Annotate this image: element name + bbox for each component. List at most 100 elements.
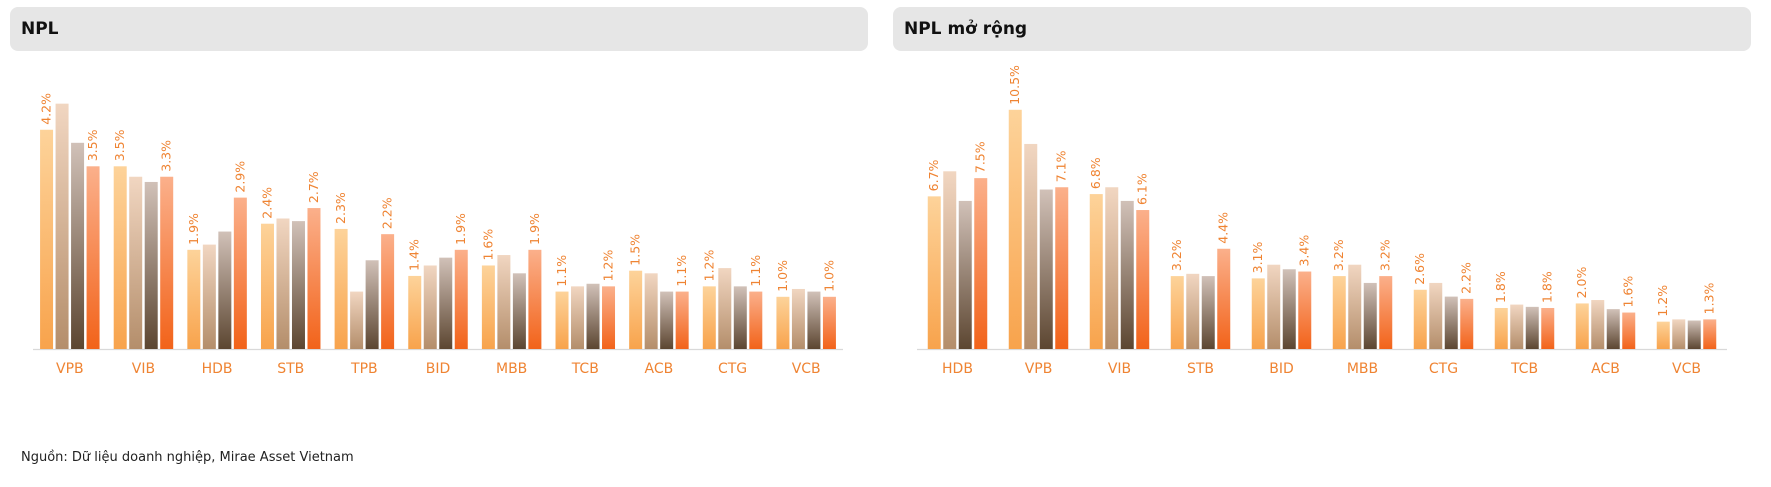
bar-stb-2024 — [260, 223, 274, 349]
bar-bid-2024 — [408, 275, 422, 349]
data-label-vib-3q25: 3.3% — [159, 140, 174, 172]
data-label-hdb-3q25: 7.5% — [973, 141, 988, 173]
bar-acb-3q25 — [675, 291, 689, 349]
x-tick-label-vpb: VPB — [56, 361, 84, 377]
bar-stb-3q25 — [307, 208, 321, 349]
bar-vib-2024 — [1089, 194, 1103, 349]
data-label-tcb-3q25: 1.8% — [1540, 271, 1555, 303]
bar-ctg-3q25 — [749, 291, 763, 349]
bar-hdb-3q25 — [233, 197, 247, 349]
bar-vpb-3q25 — [86, 166, 100, 349]
bar-hdb-2024 — [187, 249, 201, 349]
bar-tpb-1q25 — [350, 291, 364, 349]
data-label-mbb-3q25: 1.9% — [527, 213, 542, 245]
bar-vcb-1q25 — [791, 288, 805, 349]
bar-mbb-2024 — [481, 265, 495, 349]
data-label-stb-2024: 3.2% — [1169, 239, 1184, 271]
data-label-stb-2024: 2.4% — [259, 187, 274, 219]
x-tick-label-bid: BID — [426, 361, 451, 377]
bar-acb-1q25 — [644, 273, 658, 349]
bar-mbb-3q25 — [528, 249, 542, 349]
x-tick-label-hdb: HDB — [202, 361, 233, 377]
bar-bid-2024 — [1251, 278, 1265, 349]
x-tick-label-vpb: VPB — [1025, 361, 1053, 377]
bar-tcb-1q25 — [1510, 304, 1524, 349]
bar-mbb-1q25 — [1348, 264, 1362, 349]
bar-vcb-2q25 — [807, 291, 821, 349]
bar-vcb-3q25 — [1703, 319, 1717, 349]
data-label-vpb-2024: 10.5% — [1007, 65, 1022, 105]
bar-vpb-1q25 — [55, 103, 69, 349]
bar-vcb-1q25 — [1672, 319, 1686, 349]
bar-bid-2q25 — [1282, 269, 1296, 349]
bar-tcb-3q25 — [602, 286, 616, 349]
bar-acb-1q25 — [1591, 300, 1605, 349]
bar-bid-2q25 — [439, 257, 453, 349]
x-tick-label-ctg: CTG — [1429, 361, 1458, 377]
data-label-vcb-3q25: 1.0% — [821, 260, 836, 292]
data-label-tcb-3q25: 1.2% — [601, 249, 616, 281]
bar-tcb-2q25 — [1525, 306, 1539, 349]
data-label-ctg-3q25: 1.1% — [748, 255, 763, 287]
bar-ctg-1q25 — [718, 268, 732, 349]
data-label-mbb-2024: 1.6% — [480, 229, 495, 261]
bar-tcb-3q25 — [1541, 307, 1555, 349]
bar-tcb-2q25 — [586, 283, 600, 349]
bar-vib-2q25 — [144, 181, 158, 349]
bar-tcb-2024 — [1494, 307, 1508, 349]
data-label-bid-3q25: 1.9% — [453, 213, 468, 245]
npl-panel-title: NPL — [10, 7, 868, 51]
x-tick-label-tpb: TPB — [350, 361, 378, 377]
bar-vib-2q25 — [1120, 200, 1134, 349]
data-label-acb-2024: 2.0% — [1574, 267, 1589, 299]
bar-ctg-2q25 — [733, 286, 747, 349]
bar-stb-3q25 — [1217, 248, 1231, 349]
bar-ctg-2q25 — [1444, 296, 1458, 349]
source-note: Nguồn: Dữ liệu doanh nghiệp, Mirae Asset… — [21, 450, 354, 465]
x-tick-label-tcb: TCB — [1510, 361, 1538, 377]
bar-acb-2024 — [629, 270, 643, 349]
bar-vib-1q25 — [129, 176, 143, 349]
bar-bid-3q25 — [454, 249, 468, 349]
bar-bid-1q25 — [423, 265, 437, 349]
data-label-vib-2024: 6.8% — [1088, 157, 1103, 189]
x-tick-label-stb: STB — [1187, 361, 1214, 377]
bar-mbb-2024 — [1332, 276, 1346, 349]
bar-stb-2024 — [1170, 276, 1184, 349]
data-label-bid-3q25: 3.4% — [1297, 235, 1312, 267]
bar-hdb-2q25 — [958, 200, 972, 349]
bar-mbb-2q25 — [1363, 282, 1377, 349]
bar-bid-3q25 — [1298, 271, 1312, 349]
bar-ctg-2024 — [702, 286, 716, 349]
bar-hdb-2024 — [927, 196, 941, 349]
x-tick-label-acb: ACB — [645, 361, 674, 377]
bar-bid-1q25 — [1267, 264, 1281, 349]
data-label-hdb-3q25: 2.9% — [232, 161, 247, 193]
data-label-vpb-3q25: 3.5% — [85, 129, 100, 161]
x-tick-label-mbb: MBB — [1347, 361, 1378, 377]
data-label-vib-3q25: 6.1% — [1135, 173, 1150, 205]
bar-stb-1q25 — [276, 218, 290, 349]
data-label-vcb-2024: 1.0% — [775, 260, 790, 292]
data-label-bid-2024: 1.4% — [407, 239, 422, 271]
bar-hdb-1q25 — [943, 171, 957, 349]
x-tick-label-vib: VIB — [132, 361, 155, 377]
bar-mbb-1q25 — [497, 255, 511, 349]
bar-ctg-3q25 — [1460, 298, 1474, 349]
bar-stb-2q25 — [1201, 276, 1215, 349]
bar-mbb-3q25 — [1379, 276, 1393, 349]
x-tick-label-acb: ACB — [1591, 361, 1620, 377]
data-label-ctg-3q25: 2.2% — [1459, 262, 1474, 294]
data-label-hdb-2024: 6.7% — [926, 159, 941, 191]
bar-tcb-2024 — [555, 291, 569, 349]
bar-tpb-3q25 — [381, 234, 395, 349]
bar-stb-1q25 — [1186, 273, 1200, 349]
bar-vib-3q25 — [1136, 210, 1150, 349]
npl-chart: 4.2% 3.5% VPB 3.5% 3.3% VIB 1.9% 2.9% HDB 2.4% 2.7… — [33, 93, 843, 377]
npl-extended-panel-title: NPL mở rộng — [893, 7, 1751, 51]
data-label-tpb-3q25: 2.2% — [380, 197, 395, 229]
x-tick-label-vib: VIB — [1108, 361, 1131, 377]
data-label-bid-2024: 3.1% — [1250, 241, 1265, 273]
bar-hdb-2q25 — [218, 231, 232, 349]
x-tick-label-ctg: CTG — [718, 361, 747, 377]
